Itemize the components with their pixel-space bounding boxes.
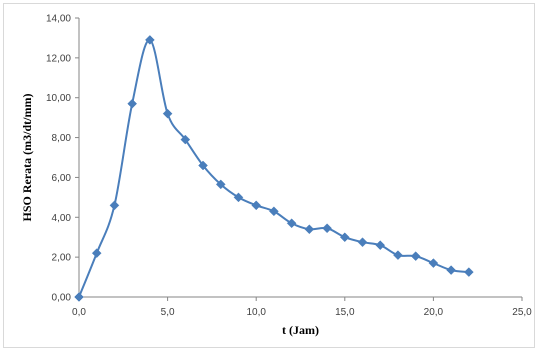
- x-tick-label: 15,0: [335, 307, 355, 318]
- y-tick-label: 2,00: [52, 253, 72, 264]
- data-point-marker: [269, 206, 279, 217]
- data-point-marker: [339, 232, 350, 243]
- y-tick-label: 12,00: [46, 53, 71, 64]
- data-point-marker: [127, 98, 138, 109]
- data-point-marker: [162, 108, 173, 119]
- data-point-marker: [322, 223, 332, 234]
- y-tick-label: 14,00: [46, 14, 71, 25]
- data-point-marker: [304, 224, 315, 235]
- x-tick-label: 5,0: [161, 307, 175, 318]
- x-tick-label: 0,0: [72, 307, 86, 318]
- x-axis-title: t (Jam): [282, 323, 319, 337]
- data-point-marker: [251, 200, 262, 211]
- data-point-marker: [446, 265, 456, 275]
- x-axis-ticks: 0,0 5,0 10,0 15,0 20,0 25,0: [72, 297, 532, 318]
- data-point-marker: [375, 240, 386, 251]
- data-point-marker: [233, 192, 244, 203]
- x-tick-label: 20,0: [424, 307, 444, 318]
- data-point-marker: [198, 160, 208, 171]
- series-markers: [74, 35, 474, 302]
- data-point-marker: [109, 200, 120, 211]
- y-tick-label: 4,00: [52, 213, 72, 224]
- data-point-marker: [145, 35, 155, 45]
- data-point-marker: [180, 134, 191, 145]
- y-axis-ticks: 0,00 2,00 4,00 6,00 8,00 10,00 12,00 14,00: [46, 14, 79, 304]
- series-line: [78, 38, 469, 298]
- data-point-marker: [357, 237, 368, 248]
- y-tick-label: 0,00: [52, 293, 72, 304]
- data-point-marker: [463, 267, 474, 277]
- data-point-marker: [286, 218, 297, 229]
- chart-frame: [3, 3, 535, 348]
- x-tick-label: 10,0: [246, 307, 266, 318]
- y-tick-label: 6,00: [52, 173, 72, 184]
- data-point-marker: [428, 258, 439, 268]
- data-point-marker: [74, 292, 84, 302]
- data-point-marker: [410, 251, 421, 261]
- y-axis-title: HSO Rerata (m3/dt/mm): [20, 94, 34, 222]
- y-tick-label: 8,00: [52, 133, 72, 144]
- y-tick-label: 10,00: [46, 93, 71, 104]
- x-tick-label: 25,0: [512, 307, 532, 318]
- data-point-marker: [91, 248, 102, 259]
- data-point-marker: [393, 250, 403, 261]
- data-point-marker: [215, 179, 226, 190]
